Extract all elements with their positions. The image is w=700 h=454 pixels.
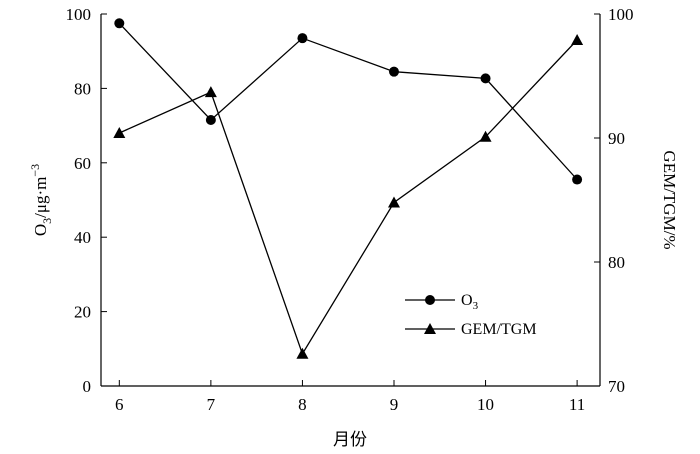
y-right-tick-label: 70: [608, 377, 625, 396]
y-left-tick-label: 20: [74, 303, 91, 322]
legend: O3 GEM/TGM: [405, 292, 537, 338]
y-left-title-sup: −3: [28, 164, 42, 177]
series-line-gem-tgm: [119, 39, 578, 356]
data-point-o3: [297, 33, 308, 44]
y-left-axis-title: O3/μg·m−3: [28, 164, 54, 236]
y-left-tick-label: 0: [83, 377, 92, 396]
series-layer: [113, 18, 584, 359]
y-left-tick-label: 60: [74, 154, 91, 173]
data-point-o3: [114, 18, 125, 29]
x-tick-label: 10: [477, 395, 494, 414]
data-point-o3: [480, 73, 491, 84]
data-point-gem-tgm: [113, 127, 126, 139]
legend-o3-base: O: [461, 292, 473, 309]
data-point-gem-tgm: [571, 34, 584, 46]
x-tick-label: 9: [390, 395, 399, 414]
legend-o3-sub: 3: [473, 300, 479, 312]
x-axis-title: 月份: [333, 430, 367, 449]
data-point-gem-tgm: [479, 130, 492, 142]
legend-label-o3: O3: [461, 292, 479, 312]
data-point-o3: [388, 66, 399, 77]
y-right-tick-label: 100: [608, 5, 634, 24]
x-tick-label: 8: [298, 395, 307, 414]
y-left-title-sub: 3: [40, 218, 54, 224]
y-right-tick-label: 80: [608, 253, 625, 272]
y-left-tick-label: 40: [74, 228, 91, 247]
ticks-layer: 6 7 8 9 10 11 0 20 40 60 80 100 70 80 90 100: [66, 5, 634, 414]
legend-marker-o3: [425, 295, 435, 305]
series-line-o3: [118, 22, 578, 180]
data-point-o3: [205, 115, 216, 126]
data-point-o3: [572, 174, 583, 185]
data-point-gem-tgm: [296, 347, 309, 359]
legend-label-gem-tgm: GEM/TGM: [461, 321, 537, 338]
y-right-axis-title: GEM/TGM/%: [660, 150, 679, 249]
y-left-tick-label: 100: [66, 5, 92, 24]
y-left-title-base: O: [31, 224, 50, 236]
x-tick-label: 6: [115, 395, 124, 414]
data-point-gem-tgm: [204, 86, 217, 98]
data-point-gem-tgm: [387, 196, 400, 208]
y-left-tick-label: 80: [74, 79, 91, 98]
y-left-title-mid: /μg·m: [31, 177, 50, 218]
x-tick-label: 7: [207, 395, 216, 414]
y-right-tick-label: 90: [608, 129, 625, 148]
x-tick-label: 11: [569, 395, 585, 414]
legend-marker-gem-tgm: [424, 323, 436, 334]
